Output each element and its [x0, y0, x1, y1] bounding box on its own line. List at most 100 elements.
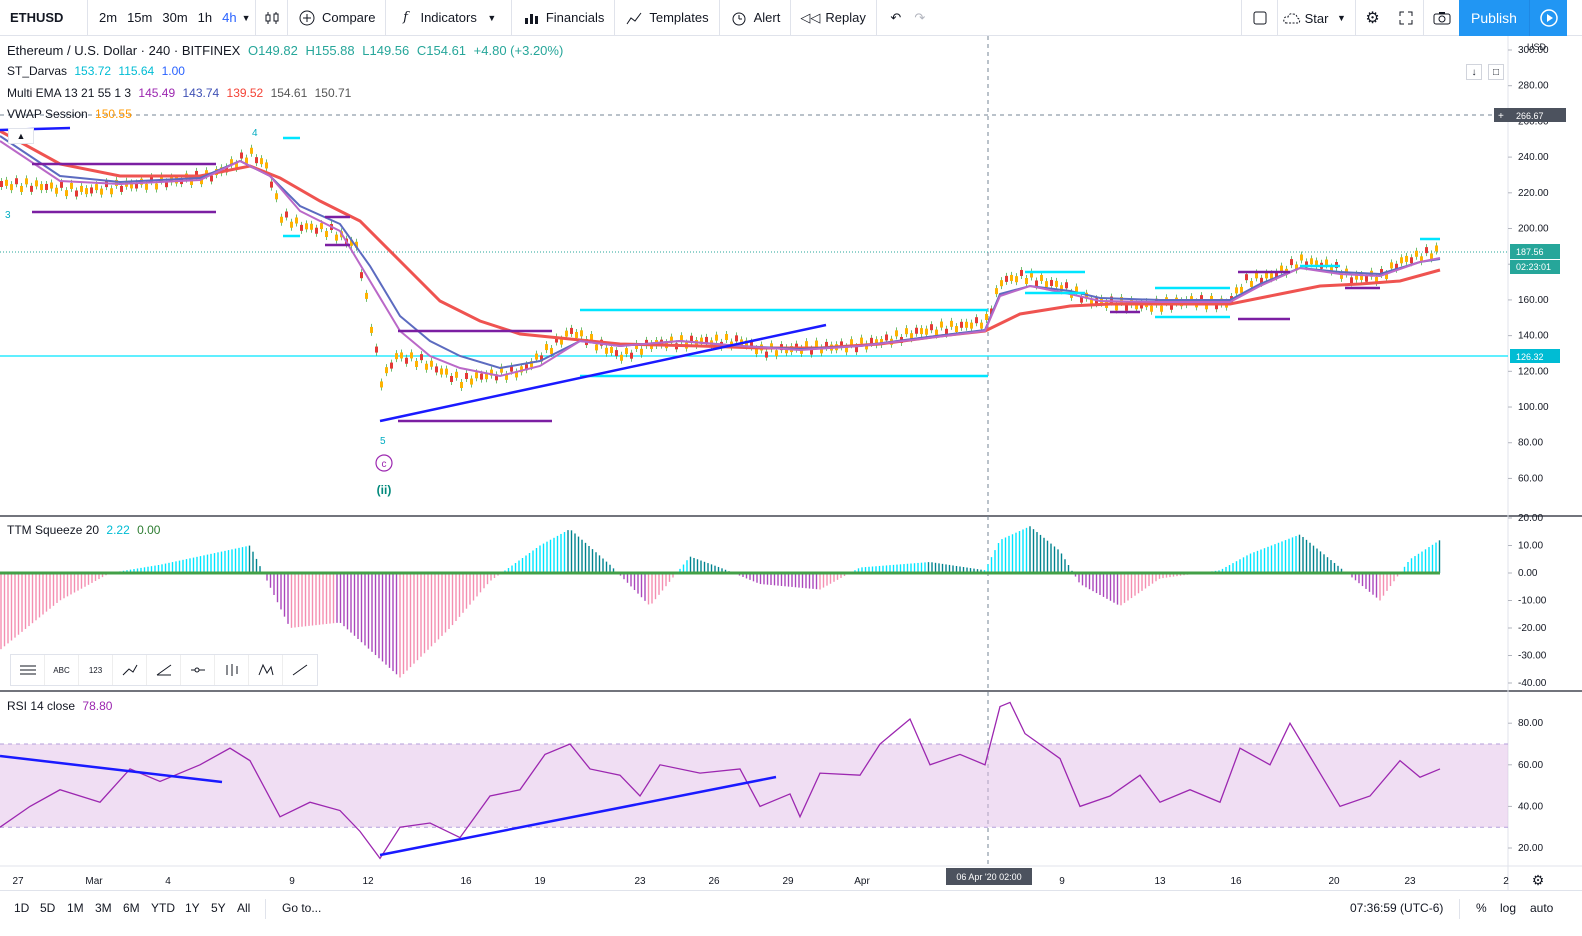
horizontal-ray-icon[interactable] — [181, 655, 215, 685]
crosshair-time-tag — [946, 868, 1032, 885]
rsi-legend[interactable]: RSI 14 close 78.80 — [7, 699, 116, 713]
snapshot-button[interactable] — [1423, 0, 1459, 36]
ttm-tick-label: 0.00 — [1518, 568, 1538, 579]
settings-button[interactable]: ⚙ — [1355, 0, 1389, 36]
replay-button[interactable]: ◁◁ Replay — [791, 0, 877, 36]
candle-body — [1095, 298, 1098, 305]
candle-body — [1315, 260, 1318, 267]
fullscreen-button[interactable] — [1389, 0, 1423, 36]
candle-body — [565, 330, 568, 337]
alert-button[interactable]: Alert — [720, 0, 792, 36]
candle-body — [320, 223, 323, 230]
price-tag-187 — [1510, 244, 1560, 259]
candle-body — [910, 333, 913, 340]
interval-1h[interactable]: 1h — [197, 10, 213, 25]
candle-body — [280, 216, 283, 223]
time-label: 16 — [1230, 876, 1242, 887]
interval-4h[interactable]: 4h — [222, 10, 237, 25]
price-tick-label: 280.00 — [1518, 81, 1549, 92]
trend-line-icon[interactable] — [283, 655, 317, 685]
chart-type-button[interactable] — [256, 0, 288, 36]
candle-body — [165, 181, 168, 188]
candle-body — [765, 351, 768, 358]
range-1d[interactable]: 1D — [14, 901, 30, 915]
financials-button[interactable]: Financials — [512, 0, 616, 36]
pane-down-button[interactable]: ↓ — [1466, 64, 1482, 80]
wave-circle-c — [375, 454, 393, 472]
range-3m[interactable]: 3M — [95, 901, 112, 915]
path-tool-icon[interactable] — [113, 655, 147, 685]
range-ytd[interactable]: YTD — [151, 901, 175, 915]
range-6m[interactable]: 6M — [123, 901, 140, 915]
ema-13-line — [0, 140, 1441, 378]
bars-pattern-icon[interactable] — [215, 655, 249, 685]
candle-body — [535, 353, 538, 360]
candle-body — [50, 182, 53, 189]
candle-body — [840, 341, 843, 348]
auto-toggle[interactable]: auto — [1530, 901, 1554, 915]
chevron-down-icon[interactable]: ▼ — [1336, 13, 1346, 23]
compare-button[interactable]: Compare — [288, 0, 387, 36]
vwap-legend[interactable]: VWAP Session 150.55 — [7, 107, 136, 121]
candle-body — [480, 373, 483, 380]
log-toggle[interactable]: log — [1500, 901, 1517, 915]
candle-body — [55, 187, 58, 194]
range-5y[interactable]: 5Y — [211, 901, 226, 915]
percent-toggle[interactable]: % — [1476, 901, 1487, 915]
candle-body — [0, 181, 3, 187]
symbol-search[interactable]: ETHUSD — [0, 0, 88, 36]
publish-button[interactable]: Publish — [1459, 0, 1529, 36]
range-5d[interactable]: 5D — [40, 901, 56, 915]
undo-icon[interactable]: ↶ — [890, 9, 902, 25]
candle-body — [1280, 265, 1283, 272]
drawing-toolbar: ABC 123 — [10, 654, 318, 686]
wave-123-icon[interactable]: 123 — [79, 655, 113, 685]
darvas-legend[interactable]: ST_Darvas 153.72 115.64 1.00 — [7, 64, 189, 78]
templates-button[interactable]: Templates — [615, 0, 720, 36]
interval-2m[interactable]: 2m — [99, 10, 118, 25]
range-1m[interactable]: 1M — [67, 901, 84, 915]
chevron-down-icon[interactable]: ▼ — [241, 12, 251, 23]
range-1y[interactable]: 1Y — [185, 901, 200, 915]
ttm-legend[interactable]: TTM Squeeze 20 2.22 0.00 — [7, 523, 164, 537]
candle-body — [1245, 274, 1248, 281]
fib-tool-icon[interactable] — [147, 655, 181, 685]
candle-body — [1385, 273, 1388, 280]
xabcd-pattern-icon[interactable] — [249, 655, 283, 685]
candle-body — [25, 178, 28, 185]
timer-tag-label: 02:23:01 — [1516, 262, 1551, 272]
function-icon: f — [403, 10, 408, 25]
candle-body — [160, 175, 163, 182]
publish-play-button[interactable] — [1529, 0, 1567, 36]
candle-body — [1025, 278, 1028, 285]
candle-body — [690, 335, 693, 342]
rsi-tick-label: 60.00 — [1518, 760, 1543, 771]
clock-display[interactable]: 07:36:59 (UTC-6) — [1350, 901, 1444, 915]
interval-15m[interactable]: 15m — [127, 10, 153, 25]
ema-legend[interactable]: Multi EMA 13 21 55 1 3 145.49 143.74 139… — [7, 86, 355, 100]
interval-30m[interactable]: 30m — [162, 10, 188, 25]
layout-toggle-button[interactable] — [1241, 0, 1277, 36]
wave-label-c: c — [382, 459, 387, 470]
candle-body — [680, 335, 683, 342]
range-all[interactable]: All — [237, 901, 251, 915]
candle-body — [90, 187, 93, 194]
collapse-legend-button[interactable]: ▲ — [8, 128, 34, 144]
horizontal-lines-icon[interactable] — [11, 655, 45, 685]
candle-body — [640, 348, 643, 355]
candle-body — [270, 181, 273, 188]
pane-maximize-button[interactable]: □ — [1488, 64, 1504, 80]
goto-button[interactable]: Go to... — [282, 901, 322, 915]
candle-body — [1255, 272, 1258, 279]
candle-body — [525, 364, 528, 371]
abc-pattern-icon[interactable]: ABC — [45, 655, 79, 685]
chevron-down-icon[interactable]: ▼ — [487, 12, 497, 23]
candle-body — [45, 183, 48, 190]
candle-body — [895, 330, 898, 337]
star-button[interactable]: Star ▼ — [1277, 0, 1355, 36]
candle-body — [290, 221, 293, 228]
price-tag-126-label: 126.32 — [1516, 352, 1544, 362]
redo-icon[interactable]: ↷ — [914, 9, 926, 25]
indicators-button[interactable]: f Indicators ▼ — [386, 0, 512, 36]
